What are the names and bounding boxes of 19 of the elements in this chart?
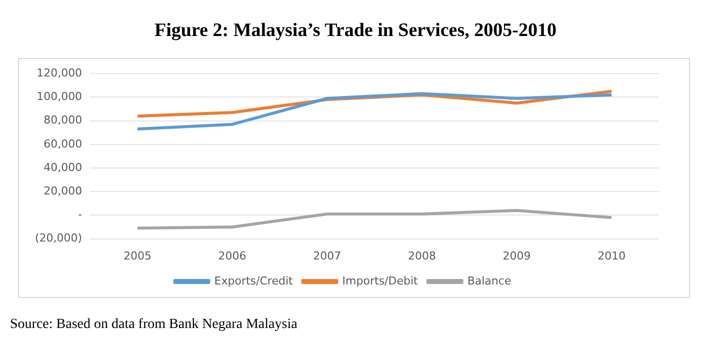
legend-label: Balance xyxy=(467,274,512,288)
y-tick-label: 100,000 xyxy=(36,90,82,104)
legend-label: Imports/Debit xyxy=(342,274,419,288)
x-tick-label: 2008 xyxy=(408,249,436,262)
y-tick-label: 120,000 xyxy=(36,66,82,80)
y-tick-label: (20,000) xyxy=(34,232,82,245)
x-tick-label: 2007 xyxy=(313,249,342,262)
y-tick-label: 20,000 xyxy=(44,184,82,198)
legend-label: Exports/Credit xyxy=(214,274,294,288)
x-tick-label: 2010 xyxy=(598,249,626,262)
y-tick-label: 40,000 xyxy=(44,160,82,174)
chart-title: Figure 2: Malaysia’s Trade in Services, 2005-2010 xyxy=(154,20,558,43)
x-tick-label: 2009 xyxy=(502,249,531,262)
y-tick-label: - xyxy=(78,208,82,222)
y-tick-label: 80,000 xyxy=(44,114,82,127)
source-note: Source: Based on data from Bank Negara Malaysia xyxy=(10,317,298,333)
y-tick-label: 60,000 xyxy=(44,137,82,150)
x-tick-label: 2005 xyxy=(123,249,152,262)
x-tick-label: 2006 xyxy=(218,249,246,262)
